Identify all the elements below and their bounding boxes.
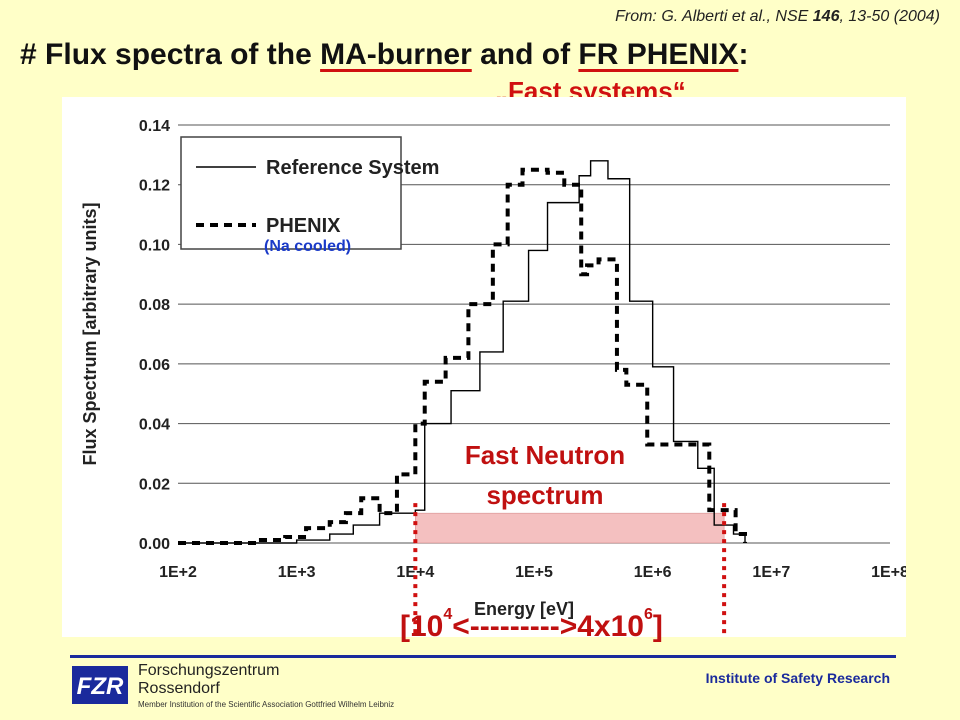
y-axis-label: Flux Spectrum [arbitrary units] <box>80 202 100 465</box>
citation-volume: 146 <box>812 8 840 25</box>
y-tick-label: 0.00 <box>139 536 170 553</box>
y-tick-label: 0.12 <box>139 178 170 195</box>
y-tick-label: 0.08 <box>139 297 170 314</box>
org-name-line2: Rossendorf <box>138 680 220 697</box>
y-tick-label: 0.04 <box>139 417 170 434</box>
y-tick-label: 0.02 <box>139 476 170 493</box>
x-tick-label: 1E+6 <box>634 564 672 581</box>
x-axis-label: Energy [eV] <box>474 599 574 619</box>
svg-text:FZR: FZR <box>77 673 124 700</box>
footer-divider <box>70 655 896 658</box>
title-ma-burner: MA-burner <box>320 38 472 71</box>
fzr-logo: FZR <box>72 666 128 704</box>
org-name-line1: Forschungszentrum <box>138 662 280 679</box>
y-tick-label: 0.14 <box>139 118 170 135</box>
fast-neutron-label-line2: spectrum <box>486 480 604 510</box>
na-cooled-note: (Na cooled) <box>264 238 351 255</box>
legend-label-phenix: PHENIX <box>266 215 341 237</box>
y-tick-label: 0.06 <box>139 357 170 374</box>
legend-label-reference: Reference System <box>266 157 439 179</box>
x-tick-label: 1E+5 <box>515 564 553 581</box>
energy-range-label: [104<--------->4x106] <box>400 606 663 643</box>
institute-name: Institute of Safety Research <box>705 670 890 686</box>
x-tick-label: 1E+8 <box>871 564 906 581</box>
title-fr-phenix: FR PHENIX <box>578 38 739 71</box>
series-reference-system <box>178 160 746 544</box>
y-tick-label: 0.10 <box>139 237 170 254</box>
slide-title: # Flux spectra of the MA-burner and of F… <box>20 38 749 71</box>
legend-box <box>180 136 402 250</box>
x-tick-label: 1E+4 <box>396 564 434 581</box>
flux-chart: 0.00 0.02 0.04 0.06 0.08 0.10 0.12 0.14 1E+2 1E+3… <box>62 97 906 637</box>
member-note: Member Institution of the Scientific Ass… <box>138 700 395 709</box>
fast-spectrum-band <box>415 512 725 544</box>
citation: From: G. Alberti et al., NSE 146, 13-50 … <box>615 8 940 25</box>
x-tick-label: 1E+2 <box>159 564 197 581</box>
x-tick-label: 1E+7 <box>752 564 790 581</box>
x-tick-label: 1E+3 <box>278 564 316 581</box>
series-phenix <box>178 167 748 545</box>
fast-neutron-label-line1: Fast Neutron <box>464 440 626 470</box>
